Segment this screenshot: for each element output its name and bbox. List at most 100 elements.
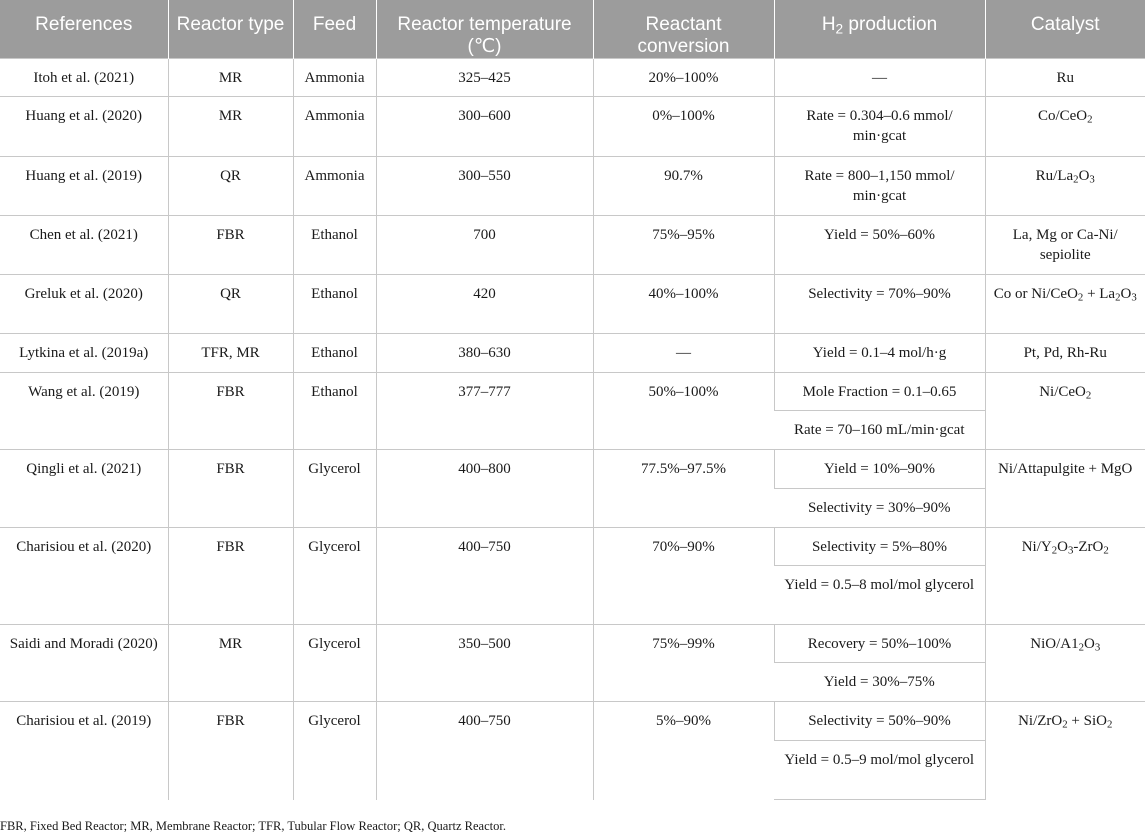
- cell-h2-production: Selectivity = 30%–90%: [774, 488, 985, 528]
- cell-h2-production: Selectivity = 70%–90%: [773, 274, 985, 334]
- cell-conversion: 90.7%: [592, 156, 774, 216]
- cell-reactor-type: FBR: [167, 701, 293, 800]
- cell-conversion: 70%–90%: [592, 527, 774, 625]
- cell-catalyst: Pt, Pd, Rh-Ru: [984, 333, 1145, 373]
- table-row: Charisiou et al. (2019) FBR Glycerol 400–75…: [0, 701, 1145, 800]
- table-header: References Reactor type Feed Reactor temper…: [0, 0, 1145, 59]
- header-reactant-conversion: Reactant conversion: [592, 0, 774, 59]
- table-row: Yield = 0.5–9 mol/mol glycerol: [0, 740, 1145, 800]
- cell-h2-production: Selectivity = 50%–90%: [773, 701, 985, 741]
- cell-h2-production: Yield = 0.5–9 mol/mol glycerol: [774, 740, 985, 800]
- header-feed: Feed: [292, 0, 376, 59]
- table-row: Wang et al. (2019) FBR Ethanol 377–777 50%–1…: [0, 372, 1145, 450]
- header-catalyst: Catalyst: [984, 0, 1145, 59]
- cell-temperature: 400–800: [375, 449, 593, 528]
- cell-feed: Glycerol: [292, 624, 376, 702]
- cell-feed: Ammonia: [292, 156, 376, 216]
- cell-feed: Ethanol: [292, 333, 376, 373]
- cell-feed: Glycerol: [292, 449, 376, 528]
- cell-feed: Ammonia: [292, 96, 376, 157]
- cell-conversion: 0%–100%: [592, 96, 774, 157]
- cell-catalyst: Ni/CeO2: [984, 372, 1145, 450]
- table-row: Charisiou et al. (2020) FBR Glycerol 400–75…: [0, 527, 1145, 625]
- cell-feed: Ethanol: [292, 215, 376, 275]
- cell-h2-production: Selectivity = 5%–80%: [773, 527, 985, 566]
- cell-reference: Lytkina et al. (2019a): [0, 333, 168, 373]
- cell-feed: Ethanol: [292, 372, 376, 450]
- cell-reactor-type: MR: [167, 96, 293, 157]
- cell-conversion: —: [592, 333, 774, 373]
- table-row: Itoh et al. (2021) MR Ammonia 325–425 20%–10…: [0, 58, 1145, 97]
- cell-h2-production: Recovery = 50%–100%: [773, 624, 985, 663]
- cell-temperature: 400–750: [375, 701, 593, 800]
- cell-catalyst: Ni/Attapulgite + MgO: [984, 449, 1145, 528]
- cell-reference: Huang et al. (2019): [0, 156, 168, 216]
- cell-conversion: 75%–99%: [592, 624, 774, 702]
- table-row: Selectivity = 30%–90%: [0, 488, 1145, 528]
- table-row: Lytkina et al. (2019a) TFR, MR Ethanol 380–…: [0, 333, 1145, 373]
- cell-temperature: 420: [375, 274, 593, 334]
- cell-reference: Wang et al. (2019): [0, 372, 168, 450]
- cell-h2-production: Rate = 0.304–0.6 mmol/ min·gcat: [773, 96, 985, 157]
- cell-temperature: 700: [375, 215, 593, 275]
- cell-feed: Ammonia: [292, 58, 376, 97]
- cell-h2-production: Yield = 0.1–4 mol/h·g: [773, 333, 985, 373]
- cell-h2-production: Mole Fraction = 0.1–0.65: [773, 372, 985, 411]
- cell-reference: Charisiou et al. (2020): [0, 527, 168, 625]
- cell-conversion: 75%–95%: [592, 215, 774, 275]
- cell-reactor-type: TFR, MR: [167, 333, 293, 373]
- table-body: Itoh et al. (2021) MR Ammonia 325–425 20%–10…: [0, 58, 1145, 800]
- table-footnote: FBR, Fixed Bed Reactor; MR, Membrane Rea…: [0, 819, 506, 833]
- cell-h2-production: Yield = 50%–60%: [773, 215, 985, 275]
- cell-temperature: 350–500: [375, 624, 593, 702]
- cell-reference: Saidi and Moradi (2020): [0, 624, 168, 702]
- cell-h2-production: Yield = 30%–75%: [774, 662, 985, 702]
- cell-reactor-type: QR: [167, 156, 293, 216]
- cell-temperature: 380–630: [375, 333, 593, 373]
- cell-catalyst: Ni/Y2O3-ZrO2: [984, 527, 1145, 625]
- cell-conversion: 20%–100%: [592, 58, 774, 97]
- cell-reference: Qingli et al. (2021): [0, 449, 168, 528]
- header-reactor-type: Reactor type: [167, 0, 293, 59]
- cell-catalyst: Co/CeO2: [984, 96, 1145, 157]
- cell-h2-production: Yield = 10%–90%: [773, 449, 985, 489]
- cell-reactor-type: MR: [167, 624, 293, 702]
- cell-h2-production: —: [773, 58, 985, 97]
- table-row: Chen et al. (2021) FBR Ethanol 700 75%–95% Yi…: [0, 215, 1145, 275]
- table-row: Saidi and Moradi (2020) MR Glycerol 350–500…: [0, 624, 1145, 702]
- cell-catalyst: Co or Ni/CeO2 + La2O3: [984, 274, 1145, 334]
- cell-h2-production: Rate = 800–1,150 mmol/ min·gcat: [773, 156, 985, 216]
- cell-reference: Charisiou et al. (2019): [0, 701, 168, 800]
- cell-catalyst: La, Mg or Ca-Ni/ sepiolite: [984, 215, 1145, 275]
- cell-reactor-type: FBR: [167, 527, 293, 625]
- cell-h2-production: Rate = 70–160 mL/min·gcat: [774, 410, 985, 450]
- cell-reference: Greluk et al. (2020): [0, 274, 168, 334]
- cell-conversion: 50%–100%: [592, 372, 774, 450]
- cell-conversion: 77.5%–97.5%: [592, 449, 774, 528]
- cell-feed: Ethanol: [292, 274, 376, 334]
- table-row: Qingli et al. (2021) FBR Glycerol 400–800 77…: [0, 449, 1145, 528]
- cell-temperature: 300–550: [375, 156, 593, 216]
- cell-reactor-type: FBR: [167, 449, 293, 528]
- cell-reactor-type: QR: [167, 274, 293, 334]
- cell-catalyst: Ni/ZrO2 + SiO2: [984, 701, 1145, 800]
- cell-catalyst: NiO/A12O3: [984, 624, 1145, 702]
- header-h2-production: H2 production: [773, 0, 985, 59]
- cell-catalyst: Ru: [984, 58, 1145, 97]
- cell-reference: Itoh et al. (2021): [0, 58, 168, 97]
- cell-feed: Glycerol: [292, 701, 376, 800]
- cell-reference: Huang et al. (2020): [0, 96, 168, 157]
- table-row: Yield = 0.5–8 mol/mol glycerol: [0, 565, 1145, 625]
- table-row: Huang et al. (2020) MR Ammonia 300–600 0%–10…: [0, 96, 1145, 157]
- cell-temperature: 400–750: [375, 527, 593, 625]
- cell-temperature: 300–600: [375, 96, 593, 157]
- cell-feed: Glycerol: [292, 527, 376, 625]
- cell-temperature: 325–425: [375, 58, 593, 97]
- table-row: Huang et al. (2019) QR Ammonia 300–550 90.7%…: [0, 156, 1145, 216]
- header-references: References: [0, 0, 168, 59]
- cell-reactor-type: FBR: [167, 215, 293, 275]
- cell-conversion: 40%–100%: [592, 274, 774, 334]
- cell-reactor-type: MR: [167, 58, 293, 97]
- cell-reference: Chen et al. (2021): [0, 215, 168, 275]
- header-reactor-temperature: Reactor temperature (℃): [375, 0, 593, 59]
